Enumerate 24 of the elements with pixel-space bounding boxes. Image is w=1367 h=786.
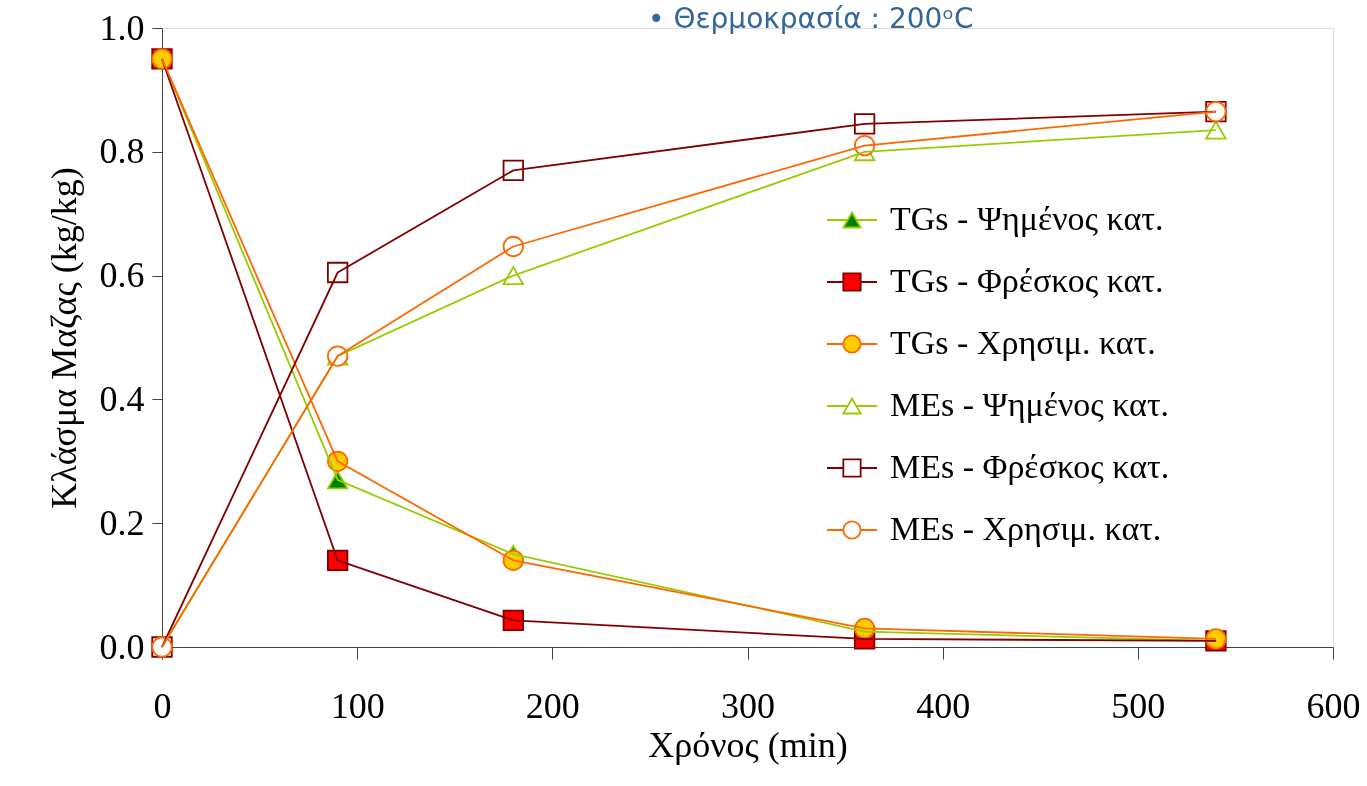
- y-tick-label: 0.2: [99, 502, 145, 543]
- y-tick-label: 0.0: [99, 626, 145, 667]
- y-tick-label: 0.6: [99, 255, 145, 296]
- y-tick-label: 1.0: [99, 7, 145, 48]
- legend-label: MEs - Φρέσκος κατ.: [890, 448, 1170, 485]
- point: [1205, 120, 1227, 140]
- legend-label: TGs - Φρέσκος κατ.: [890, 262, 1164, 299]
- legend-label: MEs - Ψημένος κατ.: [890, 386, 1170, 423]
- y-axis-title: Κλάσμα Μαζας (kg/kg): [43, 167, 84, 509]
- x-tick-label: 500: [1111, 685, 1166, 726]
- x-tick-label: 100: [330, 685, 385, 726]
- y-tick-label: 0.8: [99, 131, 145, 172]
- point: [853, 113, 876, 135]
- x-tick-label: 400: [916, 685, 971, 726]
- legend-label: MEs - Χρησιμ. κατ.: [890, 510, 1162, 547]
- x-axis-title: Χρόνος (min): [648, 724, 848, 765]
- legend-label: TGs - Ψημένος κατ.: [890, 200, 1164, 237]
- legend-label: TGs - Χρησιμ. κατ.: [890, 324, 1156, 361]
- x-tick-label: 200: [525, 685, 580, 726]
- x-tick-label: 0: [153, 685, 172, 726]
- x-tick-label: 600: [1306, 685, 1361, 726]
- y-tick-label: 0.4: [99, 378, 145, 419]
- annotation: • Θερμοκρασία : 200ᵒC: [648, 2, 974, 35]
- x-tick-label: 300: [721, 685, 775, 726]
